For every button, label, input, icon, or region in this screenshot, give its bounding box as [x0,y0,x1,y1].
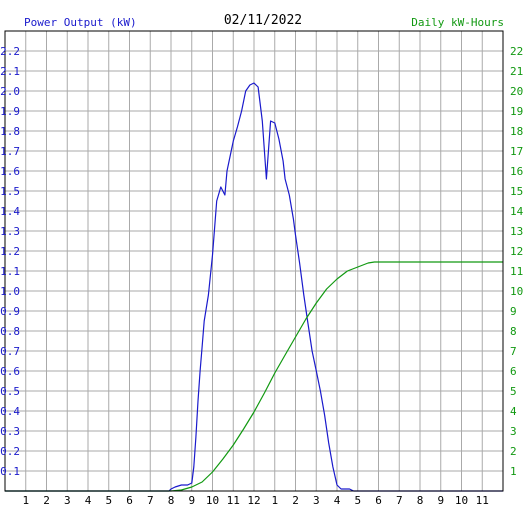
left-tick-label: 0.8 [0,325,20,338]
right-tick-label: 1 [510,465,517,478]
left-tick-label: 1.5 [0,185,20,198]
left-tick-label: 1.0 [0,285,20,298]
x-tick-label: 8 [417,494,424,507]
right-tick-label: 10 [510,285,523,298]
x-tick-label: 10 [206,494,219,507]
right-tick-label: 3 [510,425,517,438]
left-tick-label: 1.1 [0,265,20,278]
x-tick-label: 2 [292,494,299,507]
right-tick-label: 9 [510,305,517,318]
right-tick-label: 15 [510,185,523,198]
left-tick-labels: 0.1 0.2 0.3 0.4 0.5 0.6 0.7 0.8 0.9 1.0 1.1 1.2 1.3 1… [0,45,20,478]
left-tick-label: 1.6 [0,165,20,178]
x-tick-label: 11 [476,494,489,507]
x-tick-label: 10 [455,494,468,507]
right-tick-label: 7 [510,345,517,358]
plot-frame [4,30,504,492]
x-tick-label: 8 [168,494,175,507]
x-tick-label: 11 [227,494,240,507]
x-tick-label: 4 [85,494,92,507]
x-tick-label: 7 [396,494,403,507]
grid-lines [5,31,503,491]
right-tick-label: 13 [510,225,523,238]
right-tick-label: 6 [510,365,517,378]
left-tick-label: 0.1 [0,465,20,478]
x-tick-label: 6 [375,494,382,507]
left-tick-label: 2.1 [0,65,20,78]
right-tick-label: 17 [510,145,523,158]
x-tick-label: 5 [354,494,361,507]
right-tick-label: 8 [510,325,517,338]
left-tick-label: 1.7 [0,145,20,158]
left-tick-label: 0.2 [0,445,20,458]
right-tick-label: 4 [510,405,517,418]
left-tick-label: 0.3 [0,425,20,438]
right-tick-label: 16 [510,165,523,178]
x-tick-label: 9 [437,494,444,507]
x-tick-label: 1 [271,494,278,507]
left-tick-label: 0.7 [0,345,20,358]
left-axis-title: Power Output (kW) [24,16,137,29]
x-tick-label: 3 [313,494,320,507]
right-tick-label: 21 [510,65,523,78]
right-tick-label: 11 [510,265,523,278]
right-tick-label: 19 [510,105,523,118]
x-tick-label: 9 [188,494,195,507]
left-tick-label: 1.4 [0,205,20,218]
left-tick-label: 0.6 [0,365,20,378]
left-tick-label: 1.3 [0,225,20,238]
x-tick-label: 7 [147,494,154,507]
chart-title-date: 02/11/2022 [224,13,302,28]
daily-energy-line [5,261,503,492]
x-tick-label: 6 [126,494,133,507]
left-tick-label: 0.5 [0,385,20,398]
right-tick-label: 2 [510,445,517,458]
left-tick-label: 1.9 [0,105,20,118]
x-tick-label: 2 [43,494,50,507]
x-tick-label: 3 [64,494,71,507]
right-tick-label: 14 [510,205,524,218]
right-tick-label: 18 [510,125,523,138]
left-tick-label: 0.4 [0,405,20,418]
left-tick-label: 1.2 [0,245,20,258]
left-tick-label: 0.9 [0,305,20,318]
x-tick-label: 1 [22,494,29,507]
x-tick-label: 5 [105,494,112,507]
right-tick-label: 20 [510,85,523,98]
x-tick-label: 12 [247,494,260,507]
x-tick-labels: 1 2 3 4 5 6 7 8 9 10 11 12 1 2 3 4 5 6 7 8 9 10 11 [22,494,488,507]
left-tick-label: 2.2 [0,45,20,58]
x-tick-label: 4 [334,494,341,507]
left-tick-label: 2.0 [0,85,20,98]
left-tick-label: 1.8 [0,125,20,138]
right-tick-label: 12 [510,245,523,258]
right-tick-label: 22 [510,45,523,58]
right-tick-label: 5 [510,385,517,398]
right-axis-title: Daily kW-Hours [411,16,504,29]
